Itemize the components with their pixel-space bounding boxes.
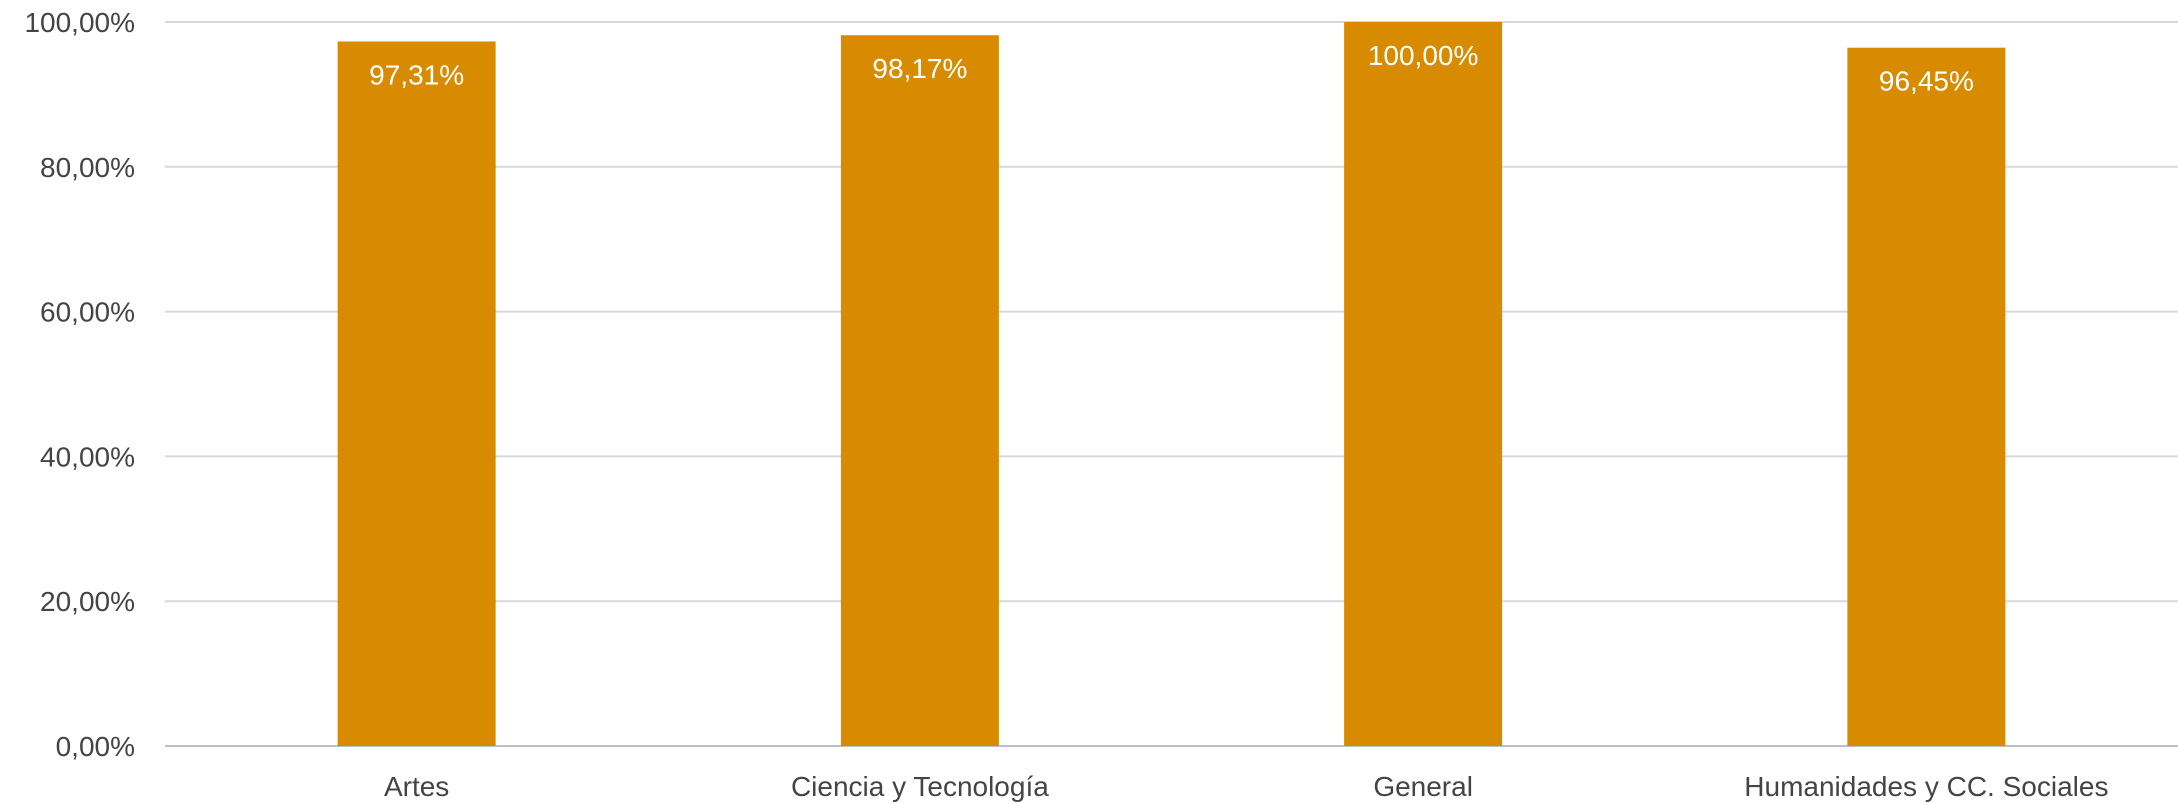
bar — [1344, 22, 1503, 746]
bars — [337, 22, 2006, 747]
y-tick-label: 40,00% — [40, 441, 135, 472]
y-tick-label: 60,00% — [40, 297, 135, 328]
data-label: 100,00% — [1368, 40, 1479, 71]
x-tick-label: Artes — [384, 771, 449, 802]
bar — [337, 41, 496, 747]
x-tick-label: Ciencia y Tecnología — [791, 771, 1049, 802]
y-tick-label: 20,00% — [40, 586, 135, 617]
data-label: 96,45% — [1879, 66, 1974, 97]
y-tick-label: 80,00% — [40, 152, 135, 183]
y-tick-label: 100,00% — [24, 7, 135, 38]
bar — [840, 35, 999, 746]
data-label: 97,31% — [369, 59, 464, 90]
data-label: 98,17% — [872, 53, 967, 84]
x-axis-ticks: Artes Ciencia y Tecnología General Humanida… — [384, 771, 2109, 802]
bar — [1847, 47, 2006, 746]
x-tick-label: General — [1373, 771, 1473, 802]
data-labels: 97,31% 98,17% 100,00% 96,45% — [369, 40, 1974, 97]
x-tick-label: Humanidades y CC. Sociales — [1744, 771, 2108, 802]
gridlines — [165, 21, 2178, 747]
y-axis-ticks: 0,00% 20,00% 40,00% 60,00% 80,00% 100,00% — [24, 7, 135, 762]
y-tick-label: 0,00% — [56, 731, 135, 762]
